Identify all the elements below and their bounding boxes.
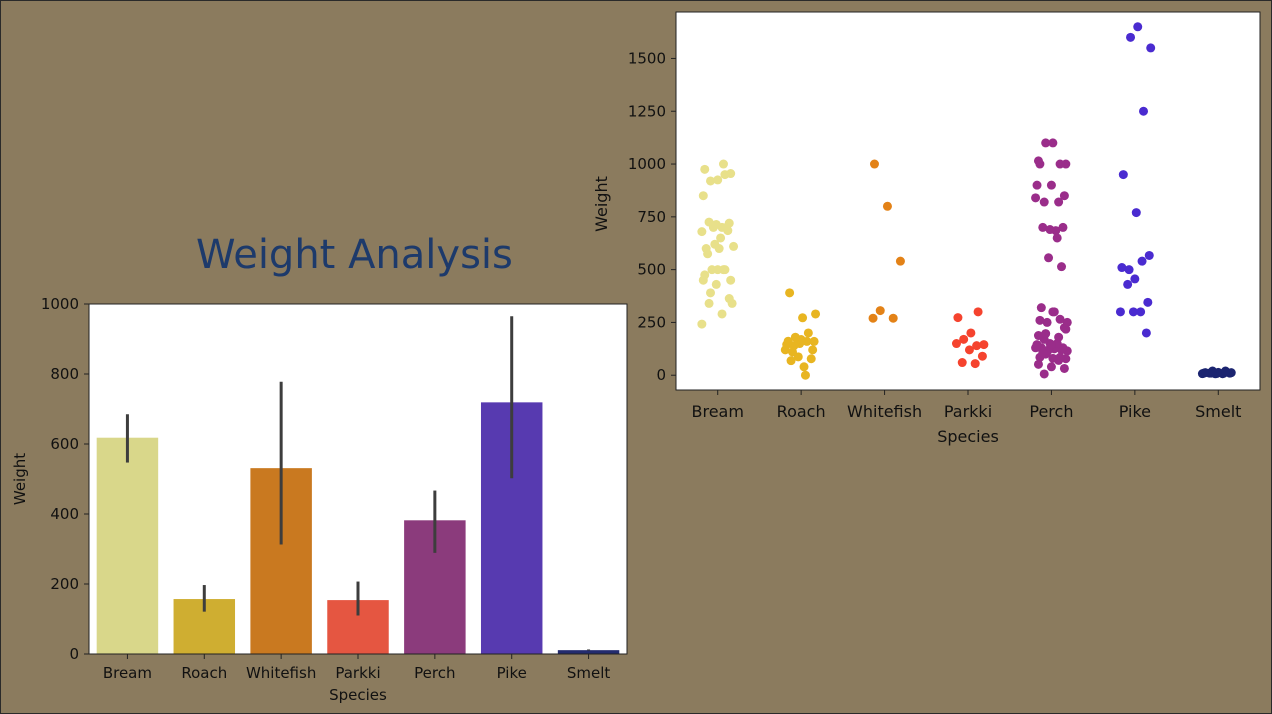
bar-x-tick-label: Smelt [567, 664, 611, 682]
bar-ticks: 0 200 400 600 800 1000 Bream Roach Whitefish Park… [41, 295, 611, 682]
bar-y-tick-label: 200 [50, 575, 79, 593]
bar-x-tick-label: Bream [103, 664, 152, 682]
page-title: Weight Analysis [196, 232, 513, 278]
bar-x-axis-label: Species [329, 686, 387, 704]
bar-y-axis-label: Weight [11, 453, 29, 505]
bar [96, 437, 159, 654]
bar-marks [96, 316, 620, 654]
bar-y-tick-label: 400 [50, 505, 79, 523]
bar-x-tick-label: Pike [497, 664, 527, 682]
bar-x-tick-label: Whitefish [246, 664, 316, 682]
bar-plot-frame [88, 303, 628, 655]
bar-y-tick-label: 600 [50, 435, 79, 453]
bar-x-tick-label: Roach [181, 664, 227, 682]
bar-x-tick-label: Perch [414, 664, 455, 682]
bar-chart: 0 200 400 600 800 1000 Bream Roach Whitefish Park… [11, 295, 628, 704]
bar-y-tick-label: 800 [50, 365, 79, 383]
bar-x-tick-label: Parkki [335, 664, 380, 682]
bar [557, 650, 620, 654]
bar-y-tick-label: 0 [69, 645, 79, 663]
bar-y-tick-label: 1000 [41, 295, 79, 313]
